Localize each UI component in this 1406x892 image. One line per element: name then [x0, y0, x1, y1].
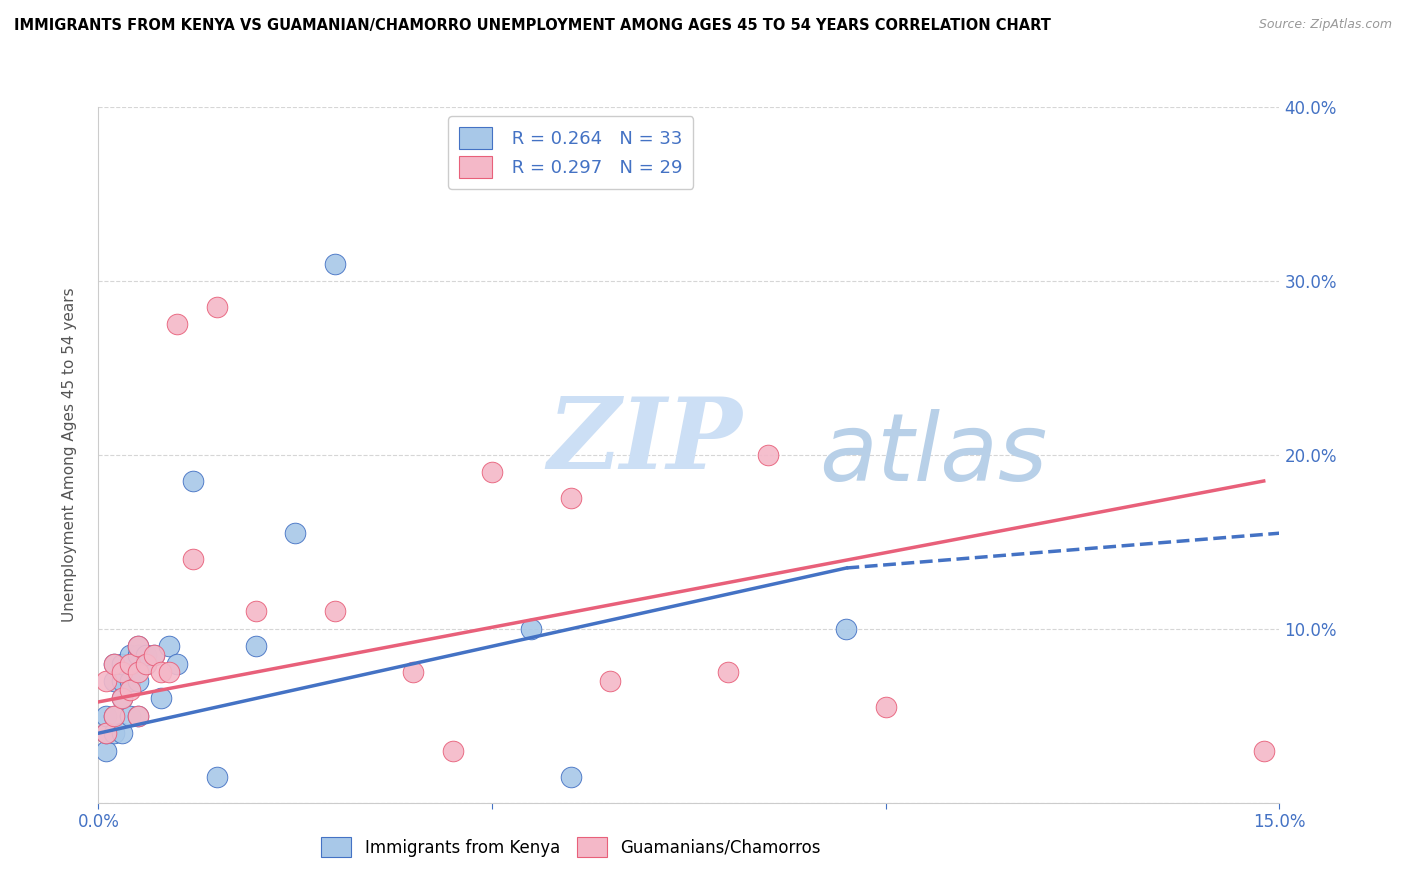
- Point: [157, 665, 180, 680]
- Point: [96, 726, 118, 740]
- Point: [560, 491, 582, 506]
- Point: [481, 466, 503, 480]
- Point: [560, 770, 582, 784]
- Point: [118, 657, 141, 671]
- Point: [111, 665, 134, 680]
- Point: [181, 474, 204, 488]
- Point: [205, 300, 228, 314]
- Point: [717, 665, 740, 680]
- Point: [127, 639, 149, 653]
- Legend: Immigrants from Kenya, Guamanians/Chamorros: Immigrants from Kenya, Guamanians/Chamor…: [315, 830, 827, 864]
- Point: [127, 665, 149, 680]
- Text: atlas: atlas: [818, 409, 1047, 500]
- Point: [96, 726, 118, 740]
- Point: [127, 639, 149, 653]
- Point: [245, 639, 267, 653]
- Point: [142, 648, 165, 662]
- Text: IMMIGRANTS FROM KENYA VS GUAMANIAN/CHAMORRO UNEMPLOYMENT AMONG AGES 45 TO 54 YEA: IMMIGRANTS FROM KENYA VS GUAMANIAN/CHAMO…: [14, 18, 1050, 33]
- Point: [245, 605, 267, 619]
- Point: [127, 648, 149, 662]
- Point: [103, 708, 125, 723]
- Point: [756, 448, 779, 462]
- Point: [166, 657, 188, 671]
- Point: [599, 674, 621, 689]
- Point: [205, 770, 228, 784]
- Point: [157, 639, 180, 653]
- Point: [520, 622, 543, 636]
- Point: [103, 657, 125, 671]
- Point: [111, 726, 134, 740]
- Text: ZIP: ZIP: [547, 392, 742, 489]
- Point: [118, 657, 141, 671]
- Point: [323, 605, 346, 619]
- Point: [103, 657, 125, 671]
- Point: [142, 648, 165, 662]
- Point: [1253, 744, 1275, 758]
- Point: [111, 691, 134, 706]
- Point: [441, 744, 464, 758]
- Point: [96, 708, 118, 723]
- Point: [127, 708, 149, 723]
- Point: [835, 622, 858, 636]
- Point: [103, 726, 125, 740]
- Point: [135, 648, 157, 662]
- Point: [150, 665, 173, 680]
- Point: [402, 665, 425, 680]
- Point: [118, 648, 141, 662]
- Point: [181, 552, 204, 566]
- Point: [118, 674, 141, 689]
- Point: [127, 708, 149, 723]
- Point: [135, 657, 157, 671]
- Point: [111, 691, 134, 706]
- Point: [111, 657, 134, 671]
- Point: [118, 682, 141, 697]
- Point: [103, 674, 125, 689]
- Point: [875, 700, 897, 714]
- Point: [284, 526, 307, 541]
- Y-axis label: Unemployment Among Ages 45 to 54 years: Unemployment Among Ages 45 to 54 years: [62, 287, 77, 623]
- Point: [111, 674, 134, 689]
- Point: [96, 674, 118, 689]
- Point: [103, 708, 125, 723]
- Point: [150, 691, 173, 706]
- Text: Source: ZipAtlas.com: Source: ZipAtlas.com: [1258, 18, 1392, 31]
- Point: [127, 674, 149, 689]
- Point: [96, 744, 118, 758]
- Point: [323, 256, 346, 270]
- Point: [118, 708, 141, 723]
- Point: [166, 318, 188, 332]
- Point: [135, 657, 157, 671]
